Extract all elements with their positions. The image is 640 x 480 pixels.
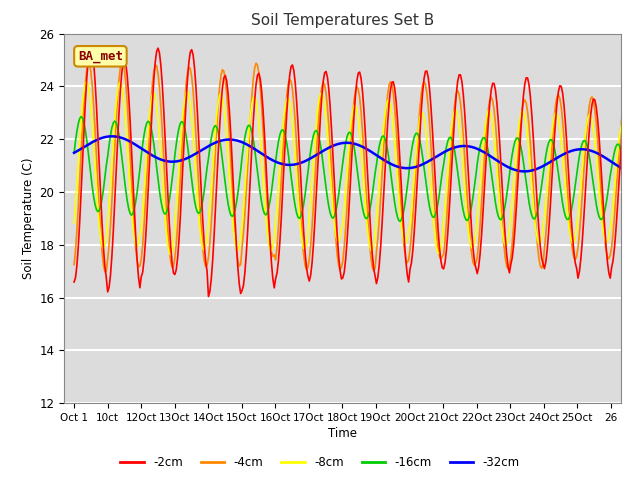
Legend: -2cm, -4cm, -8cm, -16cm, -32cm: -2cm, -4cm, -8cm, -16cm, -32cm (115, 452, 525, 474)
Y-axis label: Soil Temperature (C): Soil Temperature (C) (22, 157, 35, 279)
Text: BA_met: BA_met (78, 50, 123, 63)
X-axis label: Time: Time (328, 427, 357, 440)
Title: Soil Temperatures Set B: Soil Temperatures Set B (251, 13, 434, 28)
